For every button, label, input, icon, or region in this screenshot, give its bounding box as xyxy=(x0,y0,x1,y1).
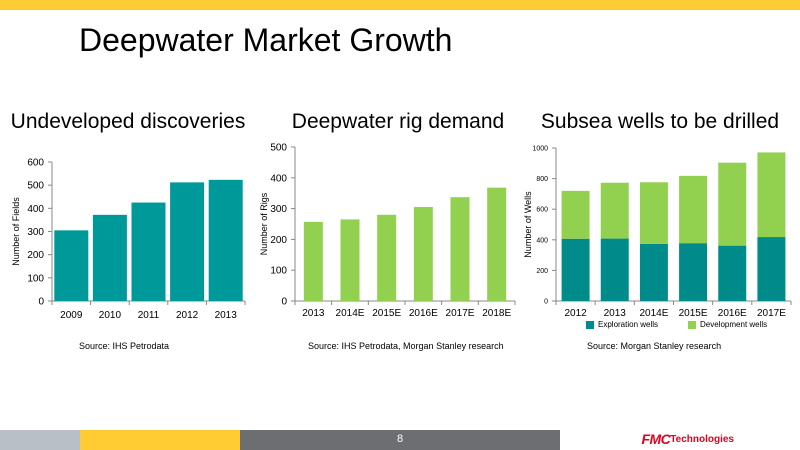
chart3-category-label: 2015E xyxy=(679,308,708,319)
chart-title-undeveloped-discoveries: Undeveloped discoveries xyxy=(10,110,246,133)
chart3-bar-development xyxy=(600,182,629,239)
chart2-bar xyxy=(303,221,323,301)
source-subsea-wells: Source: Morgan Stanley research xyxy=(587,341,722,351)
chart1-ytick-label: 200 xyxy=(27,250,44,261)
chart1-category-label: 2010 xyxy=(99,310,122,321)
chart2-category-label: 2014E xyxy=(336,308,365,319)
chart1-ytick-label: 400 xyxy=(27,204,44,215)
chart-title-subsea-wells: Subsea wells to be drilled xyxy=(540,110,780,133)
chart1-bar xyxy=(92,214,127,301)
source-undeveloped-discoveries: Source: IHS Petrodata xyxy=(79,341,170,351)
footer-segment-gray-dark xyxy=(240,430,560,450)
slide-title: Deepwater Market Growth xyxy=(79,22,453,58)
legend-label-exploration: Exploration wells xyxy=(598,320,659,329)
chart3-category-label: 2014E xyxy=(639,308,668,319)
logo-fmc-text: FMC xyxy=(641,431,671,447)
chart1-category-label: 2013 xyxy=(215,310,238,321)
chart2-ytick-label: 100 xyxy=(270,266,287,277)
chart2-bar xyxy=(413,207,433,301)
chart2-y-axis-label: Number of Rigs xyxy=(259,192,269,255)
chart1-category-label: 2011 xyxy=(138,310,160,321)
chart2-category-label: 2016E xyxy=(409,308,438,319)
chart3-bar-exploration xyxy=(600,238,629,301)
legend-label-development: Development wells xyxy=(700,320,768,329)
chart1-ytick-label: 500 xyxy=(27,181,44,192)
footer-segment-gray-light xyxy=(0,430,80,450)
chart3-y-axis-label: Number of Wells xyxy=(523,191,533,258)
page-number: 8 xyxy=(396,433,404,445)
chart3-bar-exploration xyxy=(639,243,668,301)
chart3-bar-development xyxy=(718,162,747,246)
footer-segment-yellow xyxy=(80,430,240,450)
chart2-bar xyxy=(340,219,360,301)
chart1-y-axis-label: Number of Fields xyxy=(11,197,21,266)
chart-title-rig-demand: Deepwater rig demand xyxy=(291,110,505,133)
chart2-category-label: 2015E xyxy=(372,308,401,319)
chart3-bar-development xyxy=(639,182,668,244)
chart3-ytick-label: 400 xyxy=(536,237,548,244)
chart3-bar-development xyxy=(679,175,708,244)
chart3-category-label: 2013 xyxy=(604,308,627,319)
chart3-ytick-label: 600 xyxy=(536,207,548,214)
chart2-ytick-label: 400 xyxy=(270,173,287,184)
legend-item-exploration: Exploration wells xyxy=(586,320,658,329)
chart2-category-label: 2017E xyxy=(446,308,475,319)
chart3-ytick-label: 200 xyxy=(536,268,548,275)
chart3-ytick-label: 1000 xyxy=(532,145,548,152)
chart1-ytick-label: 300 xyxy=(27,227,44,238)
chart3-bar-development xyxy=(757,152,786,238)
chart3-category-label: 2016E xyxy=(718,308,747,319)
chart3-ytick-label: 0 xyxy=(544,298,548,305)
chart1-bar xyxy=(54,230,89,301)
fmc-technologies-logo: FMC Technologies xyxy=(641,431,734,447)
logo-technologies-text: Technologies xyxy=(670,433,734,445)
chart1-bar xyxy=(170,182,205,301)
chart2-ytick-label: 0 xyxy=(281,297,287,308)
chart2-bar xyxy=(450,197,470,301)
chart1-bar xyxy=(208,179,243,301)
source-rig-demand: Source: IHS Petrodata, Morgan Stanley re… xyxy=(308,341,504,351)
chart2-ytick-label: 200 xyxy=(270,235,287,246)
chart1-ytick-label: 600 xyxy=(27,158,44,169)
chart1-category-label: 2012 xyxy=(176,310,199,321)
chart3-category-label: 2012 xyxy=(564,308,587,319)
chart3-bar-exploration xyxy=(679,243,708,301)
legend-swatch-exploration xyxy=(586,320,594,329)
chart2-ytick-label: 300 xyxy=(270,204,287,215)
chart3-bar-exploration xyxy=(718,245,747,301)
chart2-bar xyxy=(487,187,507,301)
chart1-ytick-label: 100 xyxy=(27,273,44,284)
top-accent-bar xyxy=(0,0,800,10)
chart3-bar-development xyxy=(561,190,590,239)
chart3-bar-exploration xyxy=(561,238,590,301)
chart2-bar xyxy=(377,214,397,301)
chart1-bar xyxy=(131,202,166,301)
chart1-category-label: 2009 xyxy=(60,310,83,321)
chart3-bar-exploration xyxy=(757,237,786,301)
chart1-ytick-label: 0 xyxy=(38,297,44,308)
chart2-category-label: 2018E xyxy=(482,308,511,319)
chart3-ytick-label: 800 xyxy=(536,176,548,183)
chart2-ytick-label: 500 xyxy=(270,143,287,154)
legend-item-development: Development wells xyxy=(688,320,767,329)
subsea-legend: Exploration wells Development wells xyxy=(586,320,767,329)
legend-swatch-development xyxy=(688,320,697,329)
chart3-category-label: 2017E xyxy=(757,308,786,319)
chart2-category-label: 2013 xyxy=(302,308,325,319)
